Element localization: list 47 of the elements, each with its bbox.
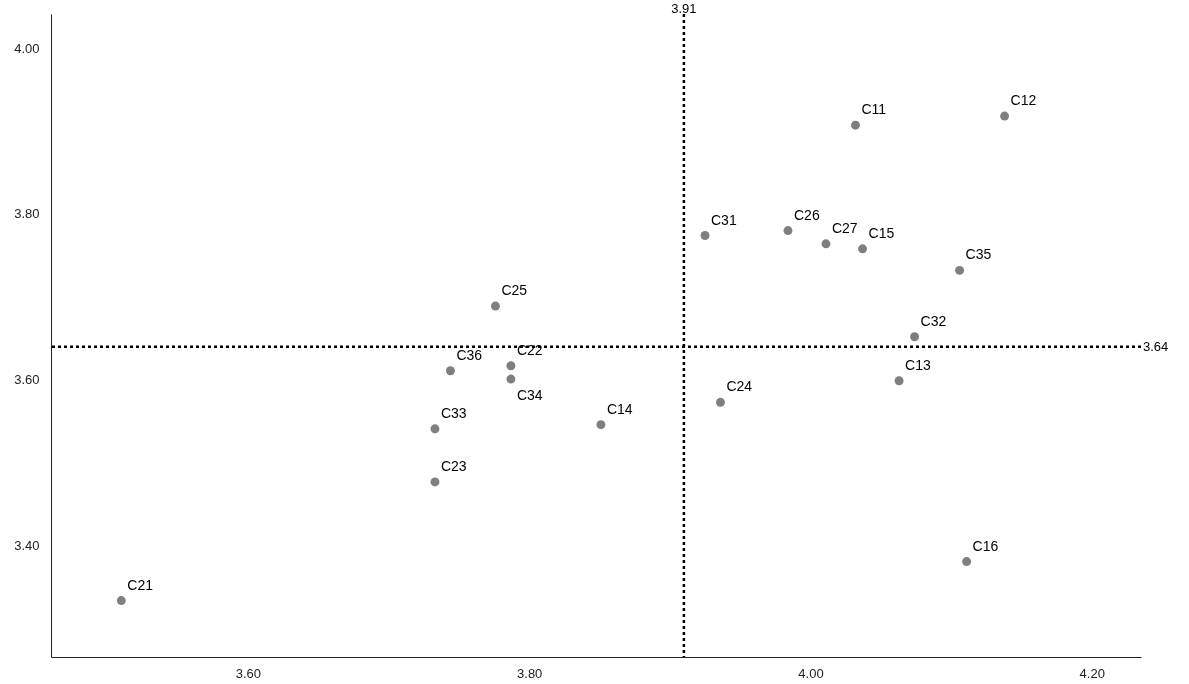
point xyxy=(116,596,126,606)
y-tick-label: 3.60 xyxy=(14,372,40,388)
annotation: C34 xyxy=(516,387,543,404)
annotation: C13 xyxy=(905,356,931,373)
annotation: C12 xyxy=(1010,92,1037,109)
annotation: C33 xyxy=(440,404,467,421)
point xyxy=(430,477,440,487)
point xyxy=(506,374,516,384)
annotation: C32 xyxy=(920,312,947,329)
y-tick-label: 4.00 xyxy=(14,40,40,56)
point xyxy=(783,226,793,236)
x-tick-label: 3.80 xyxy=(517,665,543,681)
point xyxy=(894,376,904,386)
point xyxy=(858,244,867,254)
point xyxy=(596,420,606,430)
annotation: C26 xyxy=(793,206,820,223)
annotation: C35 xyxy=(965,246,992,263)
annotation: C11 xyxy=(861,101,887,118)
y-tick-label: 3.80 xyxy=(14,206,40,222)
annotation: C21 xyxy=(127,576,154,593)
annotation: C27 xyxy=(831,219,858,236)
point xyxy=(716,397,725,407)
annotation: C16 xyxy=(972,537,999,554)
annotation: C31 xyxy=(711,211,737,228)
annotation: C24 xyxy=(726,378,753,395)
annotation: C14 xyxy=(606,400,633,417)
point xyxy=(821,239,831,249)
point xyxy=(506,361,516,371)
annotation: C15 xyxy=(868,224,895,241)
point xyxy=(1000,111,1010,121)
point xyxy=(955,265,965,275)
point xyxy=(445,366,455,376)
x-tick-label: 4.20 xyxy=(1079,665,1105,681)
annotation: C25 xyxy=(501,282,528,299)
point xyxy=(851,120,860,130)
annotation: C23 xyxy=(440,457,467,474)
point xyxy=(700,231,710,240)
y-tick-label: 3.40 xyxy=(14,538,40,554)
point xyxy=(962,557,972,567)
x-tick-label: 3.60 xyxy=(235,665,262,681)
annotation: C36 xyxy=(456,346,483,363)
point xyxy=(490,301,500,311)
ref-line-label: 3.91 xyxy=(671,1,697,16)
point xyxy=(910,332,920,342)
ref-line-label: 3.64 xyxy=(1143,338,1169,354)
point xyxy=(430,424,440,434)
x-tick-label: 4.00 xyxy=(798,665,824,681)
